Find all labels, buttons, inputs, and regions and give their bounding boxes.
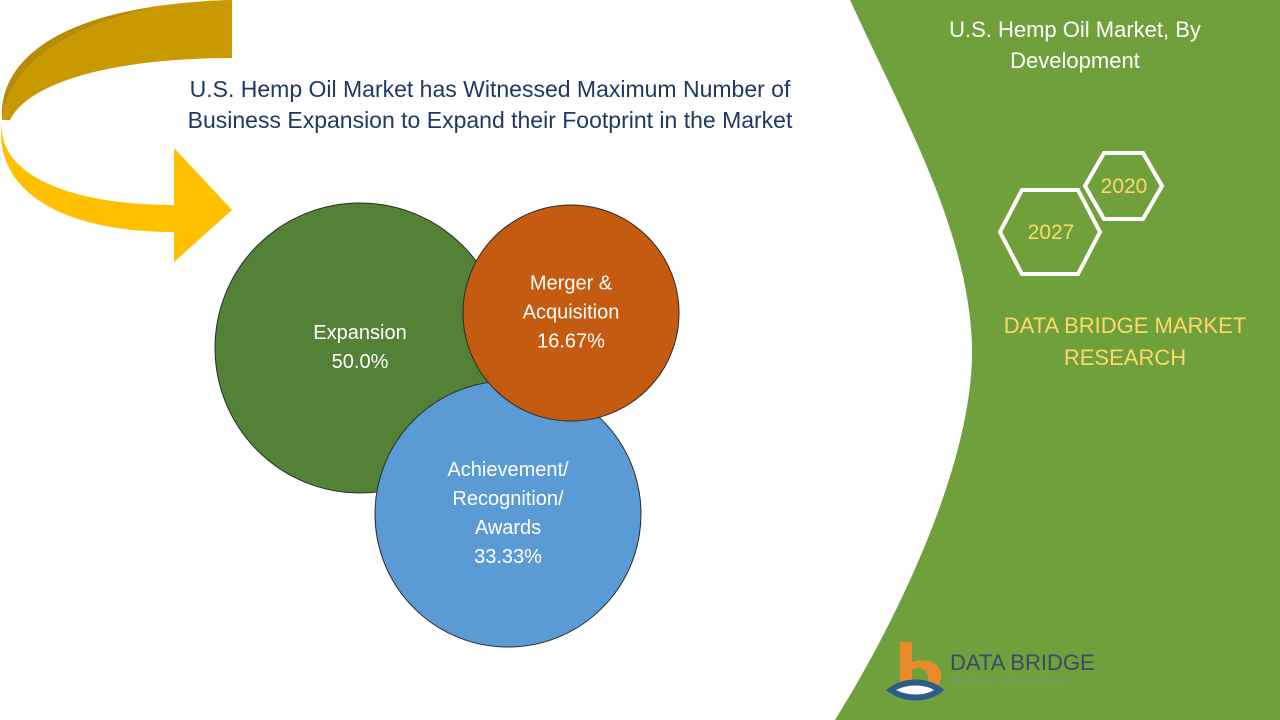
bubble-label-expansion-value: 50.0% [331, 351, 389, 373]
bubble-merger-acquisition [462, 204, 680, 422]
bubble-label-merger-name-2: Acquisition [522, 301, 620, 324]
bubble-label-expansion-name: Expansion [313, 322, 407, 344]
bubble-label-achievement-name-1: Achievement/ [447, 459, 569, 481]
year-2020-label: 2020 [1100, 175, 1148, 198]
year-2027-label: 2027 [1027, 221, 1075, 244]
curved-arrow-icon [1, 0, 233, 262]
logo-tagline: MARKET RESEARCH [952, 678, 1067, 685]
bubble-label-achievement-name-2: Recognition/ [452, 488, 564, 510]
brand-text: DATA BRIDGE MARKET RESEARCH [960, 310, 1280, 374]
bubble-chart [214, 202, 680, 648]
panel-title-line-1: U.S. Hemp Oil Market, By [949, 17, 1201, 42]
brand-text-line-1: DATA BRIDGE MARKET [1003, 313, 1247, 338]
side-panel [835, 0, 1280, 720]
bubble-label-achievement: Achievement/ Recognition/ Awards 33.33% [447, 456, 568, 572]
panel-title-line-2: Development [1010, 48, 1140, 73]
bubble-label-achievement-name-3: Awards [474, 517, 542, 539]
bubble-label-expansion: Expansion 50.0% [313, 319, 406, 377]
headline-line-2: Business Expansion to Expand their Footp… [187, 107, 793, 133]
bubble-label-achievement-value: 33.33% [474, 546, 542, 568]
data-bridge-logo-icon [886, 642, 944, 701]
headline-line-1: U.S. Hemp Oil Market has Witnessed Maxim… [189, 76, 791, 102]
logo-name: DATA BRIDGE [950, 650, 1095, 675]
data-bridge-logo: DATA BRIDGE MARKET RESEARCH [880, 640, 1110, 710]
hexagon-2027-icon [997, 188, 1103, 276]
bubble-label-merger: Merger & Acquisition 16.67% [523, 270, 620, 357]
headline: U.S. Hemp Oil Market has Witnessed Maxim… [120, 74, 860, 136]
bubble-label-merger-value: 16.67% [537, 330, 605, 353]
panel-title: U.S. Hemp Oil Market, By Development [900, 14, 1250, 76]
brand-text-line-2: RESEARCH [1063, 345, 1187, 370]
hexagon-2020-icon [1082, 151, 1165, 221]
bubble-label-merger-name-1: Merger & [529, 272, 613, 295]
